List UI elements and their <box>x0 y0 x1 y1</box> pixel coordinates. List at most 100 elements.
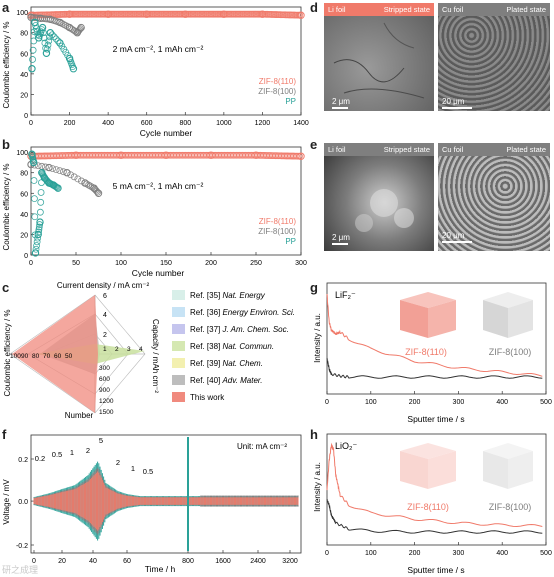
x-tick-label: 400 <box>102 120 114 127</box>
radar-tick-top: 6 <box>103 293 107 300</box>
chart-a-xticks: 0 200 400 600 800 1000 1200 1400 <box>29 112 309 127</box>
rate-label: 0.2 <box>35 454 45 463</box>
rate-label: 2 <box>86 446 90 455</box>
radar-axis-right-label: Capacity / mAh cm⁻² <box>151 319 160 393</box>
watermark: 研之成理 <box>2 565 39 575</box>
sem-d-right-scale-label: 20 μm <box>442 97 465 106</box>
data-point <box>117 151 125 159</box>
x-tick-label: 0 <box>29 260 33 267</box>
radar-axis-left-label: Coulombic efficiency / % <box>3 310 12 397</box>
data-point <box>252 151 260 159</box>
data-point <box>28 150 36 158</box>
x-tick-label: 1600 <box>215 558 231 565</box>
radar-tick-left: 50 <box>65 353 73 360</box>
panel-letter-b: b <box>2 137 10 152</box>
data-point <box>30 158 38 167</box>
data-point <box>27 13 35 21</box>
data-point <box>65 23 74 32</box>
sem-d-right-state: Plated state <box>506 5 546 14</box>
data-point <box>78 177 85 185</box>
sem-d-right-scalebar <box>442 107 472 109</box>
data-point <box>70 173 78 181</box>
chart-f-xticks: 0 20 40 60 800 1600 2400 3200 <box>32 550 298 565</box>
chart-a-legend-pp: PP <box>285 97 296 106</box>
data-point <box>32 245 40 253</box>
panel-letter-d: d <box>310 0 318 15</box>
chart-a-yticks: 0 20 40 60 80 100 <box>16 10 34 120</box>
data-point <box>35 226 43 233</box>
y-tick-label: 40 <box>20 72 28 79</box>
x-tick-label: 300 <box>453 399 465 406</box>
radar-axis-bottom-label: Number <box>65 411 94 420</box>
data-point <box>81 179 89 187</box>
radar-tick-left: 60 <box>54 353 62 360</box>
data-point <box>45 179 53 187</box>
radar-tick-left: 70 <box>43 353 51 360</box>
radar-tick-right: 4 <box>139 346 143 353</box>
y-tick-label: 20 <box>20 232 28 239</box>
x-tick-label: 200 <box>64 120 76 127</box>
y-tick-label: 60 <box>20 191 28 198</box>
legend-swatch <box>172 375 185 385</box>
radar-tick-bottom: 600 <box>99 376 110 383</box>
y-tick-label: 100 <box>16 150 28 157</box>
data-point <box>42 163 49 171</box>
x-tick-label: 300 <box>295 260 307 267</box>
data-point <box>83 180 91 188</box>
chart-f-unit: Unit: mA cm⁻² <box>237 442 287 451</box>
data-point <box>297 152 305 160</box>
chart-a-xlabel: Cycle number <box>140 128 193 138</box>
data-point <box>35 223 43 231</box>
data-point <box>48 31 56 39</box>
data-point <box>56 18 64 27</box>
data-point <box>37 189 45 196</box>
y-tick-label: -0.2 <box>16 543 28 550</box>
x-tick-label: 300 <box>453 550 465 557</box>
cube-100-icon <box>483 292 533 338</box>
data-point <box>33 238 41 246</box>
sem-e-right-title: Cu foil <box>442 145 464 154</box>
sem-e-left-title: Li foil <box>328 145 346 154</box>
chart-a-legend-110: ZIF-8(110) <box>259 77 297 86</box>
data-point <box>31 213 39 221</box>
sem-texture-grains-icon <box>355 189 414 232</box>
panel-letter-g: g <box>310 280 318 295</box>
legend-swatch <box>172 341 185 351</box>
legend-swatch <box>172 392 185 402</box>
data-point <box>50 33 58 41</box>
x-tick-label: 0 <box>29 120 33 127</box>
x-tick-label: 1400 <box>293 120 309 127</box>
chart-f-xlabel: Time / h <box>145 564 176 574</box>
legend-swatch <box>172 358 185 368</box>
legend-label: This work <box>190 393 225 402</box>
chart-h-label-110: ZIF-8(110) <box>407 502 449 512</box>
sem-e-li-foil: Li foil Stripped state 2 μm <box>324 143 434 251</box>
legend-label: Ref. [36] Energy Environ. Sci. <box>190 308 295 317</box>
data-point <box>85 181 92 189</box>
legend-label: Ref. [38] Nat. Commun. <box>190 342 274 351</box>
sem-d-right-title: Cu foil <box>442 5 464 14</box>
data-point <box>30 177 38 184</box>
data-point <box>143 10 151 18</box>
y-tick-label: 0.0 <box>18 499 28 506</box>
chart-h-label-100: ZIF-8(100) <box>489 502 532 512</box>
legend-swatch <box>172 290 185 300</box>
x-tick-label: 0 <box>325 550 329 557</box>
chart-b-marks <box>27 150 305 257</box>
x-tick-label: 60 <box>123 558 131 565</box>
x-tick-label: 200 <box>409 399 421 406</box>
chart-b-xticks: 0 50 100 150 200 250 300 <box>29 252 307 267</box>
radar-series-this-work <box>12 295 98 413</box>
chart-g-xticks: 0 100 200 300 400 500 <box>325 391 552 406</box>
data-point <box>43 45 51 53</box>
radar-tick-bottom: 1500 <box>99 409 114 416</box>
legend-label: Ref. [39] Nat. Chem. <box>190 359 263 368</box>
radar-tick-top: 2 <box>103 332 107 339</box>
data-point <box>162 151 170 159</box>
y-tick-label: 20 <box>20 92 28 99</box>
chart-b-xlabel: Cycle number <box>132 268 185 277</box>
sem-e-right-header: Cu foil Plated state <box>438 143 550 156</box>
sem-e-left-scale-label: 2 μm <box>332 233 350 242</box>
radar-tick-labels: 6 4 2 100 90 80 70 60 50 1 2 3 4 300 600 900 1200 1500 <box>10 293 143 416</box>
